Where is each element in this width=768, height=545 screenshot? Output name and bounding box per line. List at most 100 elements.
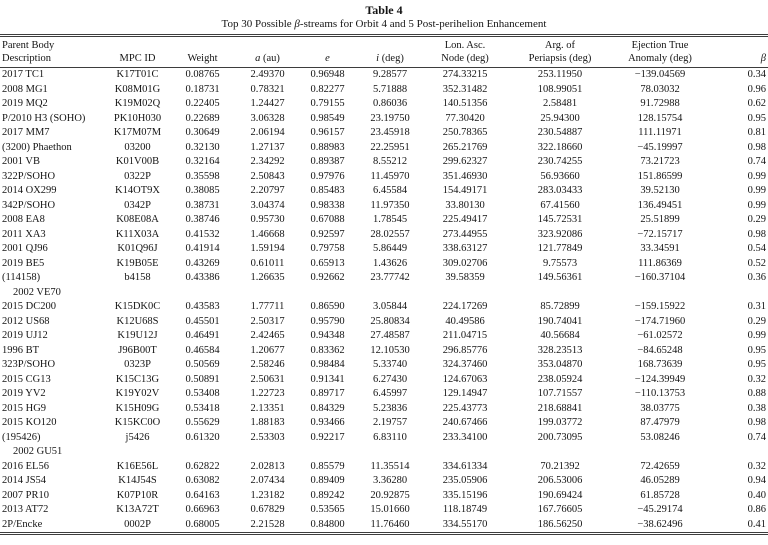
cell-i: 27.48587 [370,330,410,341]
cell-arg: 328.23513 [537,344,583,356]
cell-node: 352.31482 [442,83,488,95]
cell-beta: 0.52 [747,257,766,269]
table-row: P/2010 H3 (SOHO) PK10H030 0.22689 3.06328 0.… [0,112,768,127]
cell-e: 0.53565 [310,504,345,515]
cell-mpc: 03200 [124,141,151,153]
table-row: 2016 EL56 K16E56L 0.62822 2.02813 0.85579 11.… [0,460,768,475]
column-header-text-part: Weight [187,53,218,64]
cell-a: 0.95730 [250,214,285,225]
column-header-line2: i (deg) [355,52,425,65]
table-row: 2019 YV2 K19Y02V 0.53408 1.22723 0.89717 6.45… [0,387,768,402]
cell-a: 2.42465 [250,330,285,341]
cell-node: 129.14947 [442,388,488,399]
cell-i: 1.78545 [372,214,408,225]
column-header-line1: Arg. of [544,40,576,51]
cell-desc: 2P/Encke [2,518,43,530]
cell-i: 3.05844 [372,301,408,312]
cell-e: 0.89242 [310,489,345,501]
cell-mpc: K19U12J [117,330,158,341]
cell-node: 334.61334 [442,460,488,472]
cell-desc: 323P/SOHO [2,359,56,370]
cell-desc-continuation: 2002 GU51 [13,446,63,457]
cell-weight: 0.50891 [185,373,220,385]
table-row: 2P/Encke 0002P 0.68005 2.21528 0.84800 11.764… [0,518,768,534]
cell-arg: 322.18660 [537,141,583,153]
cell-weight: 0.46491 [185,330,220,341]
cell-weight: 0.68005 [185,518,220,530]
cell-anomaly: −61.02572 [637,330,683,341]
table-row: 2015 KO120 K15KC0O 0.55629 1.88183 0.93466 2.… [0,416,768,431]
cell-arg: 40.56684 [540,330,580,341]
subtitle-text: -streams for Orbit 4 and 5 Post-periheli… [299,18,547,30]
cell-arg: 190.69424 [537,489,583,501]
cell-weight: 0.22689 [185,112,220,124]
cell-node: 334.55170 [442,518,488,530]
column-header-node: Lon. Asc. Node (deg) [425,34,505,68]
cell-i: 6.45997 [372,388,408,399]
cell-i: 23.19750 [370,112,410,124]
column-header-weight: Weight [170,34,235,68]
cell-anomaly: 151.86599 [637,170,683,182]
cell-beta: 0.32 [747,373,766,385]
cell-node: 309.02706 [442,257,488,269]
cell-i: 8.55212 [372,156,408,167]
cell-mpc: 0323P [124,359,151,370]
cell-anomaly: −110.13753 [634,388,686,399]
column-header-line2: Description [2,52,105,65]
cell-anomaly: 87.47979 [640,417,680,428]
cell-arg: 25.94300 [540,112,580,124]
column-header-italic-part: e [325,53,330,64]
cell-anomaly: 128.15754 [637,112,683,124]
cell-weight: 0.43269 [185,257,220,269]
cell-node: 77.30420 [445,112,485,124]
cell-e: 0.84800 [310,518,345,530]
column-header-i: i (deg) [355,34,425,68]
cell-a: 2.53303 [250,431,285,443]
cell-e: 0.98484 [310,359,345,370]
cell-beta: 0.74 [747,156,766,167]
cell-weight: 0.35598 [185,170,220,182]
cell-beta: 0.88 [747,388,766,399]
cell-e: 0.96948 [310,69,345,80]
cell-anomaly: −45.19997 [637,141,683,153]
cell-mpc: K12U68S [116,315,159,327]
cell-i: 9.28577 [372,69,408,80]
cell-e: 0.65913 [310,257,345,269]
cell-mpc: K16E56L [116,460,159,472]
cell-anomaly: 72.42659 [640,460,680,472]
cell-e: 0.92662 [310,272,345,283]
column-header-text-part: Periapsis (deg) [528,53,592,64]
cell-e: 0.82277 [310,83,345,95]
table-row: 2015 CG13 K15C13G 0.50891 2.50631 0.91341 6.2… [0,373,768,388]
cell-weight: 0.55629 [185,417,220,428]
continuation-row: 2002 GU51 [0,445,768,460]
cell-mpc: J96B00T [118,344,157,356]
cell-anomaly: 38.03775 [640,402,680,414]
column-header-italic-part: a [255,53,261,64]
cell-weight: 0.32164 [185,156,220,167]
cell-arg: 186.56250 [537,518,583,530]
cell-beta: 0.34 [747,69,766,80]
table-row: 2013 AT72 K13A72T 0.66963 0.67829 0.53565 15.… [0,503,768,518]
cell-arg: 238.05924 [537,373,583,385]
column-header-line1: Ejection True [631,40,689,51]
cell-a: 0.67829 [250,504,285,515]
cell-node: 235.05906 [442,475,488,486]
cell-e: 0.98549 [310,112,345,124]
column-header-italic-part: i [376,53,380,64]
column-header-text-part: Node (deg) [441,53,489,64]
column-header-line1 [705,39,766,52]
cell-a: 2.49370 [250,69,285,80]
cell-arg: 230.54887 [537,127,583,138]
cell-arg: 70.21392 [540,460,580,472]
table-row: 2007 PR10 K07P10R 0.64163 1.23182 0.89242 20.… [0,489,768,504]
cell-weight: 0.38731 [185,199,220,211]
cell-arg: 2.58481 [542,98,578,109]
cell-desc: 2016 EL56 [2,460,49,472]
column-header-line1: Lon. Asc. [444,40,486,51]
cell-anomaly: 111.11971 [638,127,682,138]
cell-node: 40.49586 [445,315,485,327]
cell-beta: 0.95 [747,359,766,370]
cell-e: 0.79758 [310,243,345,254]
